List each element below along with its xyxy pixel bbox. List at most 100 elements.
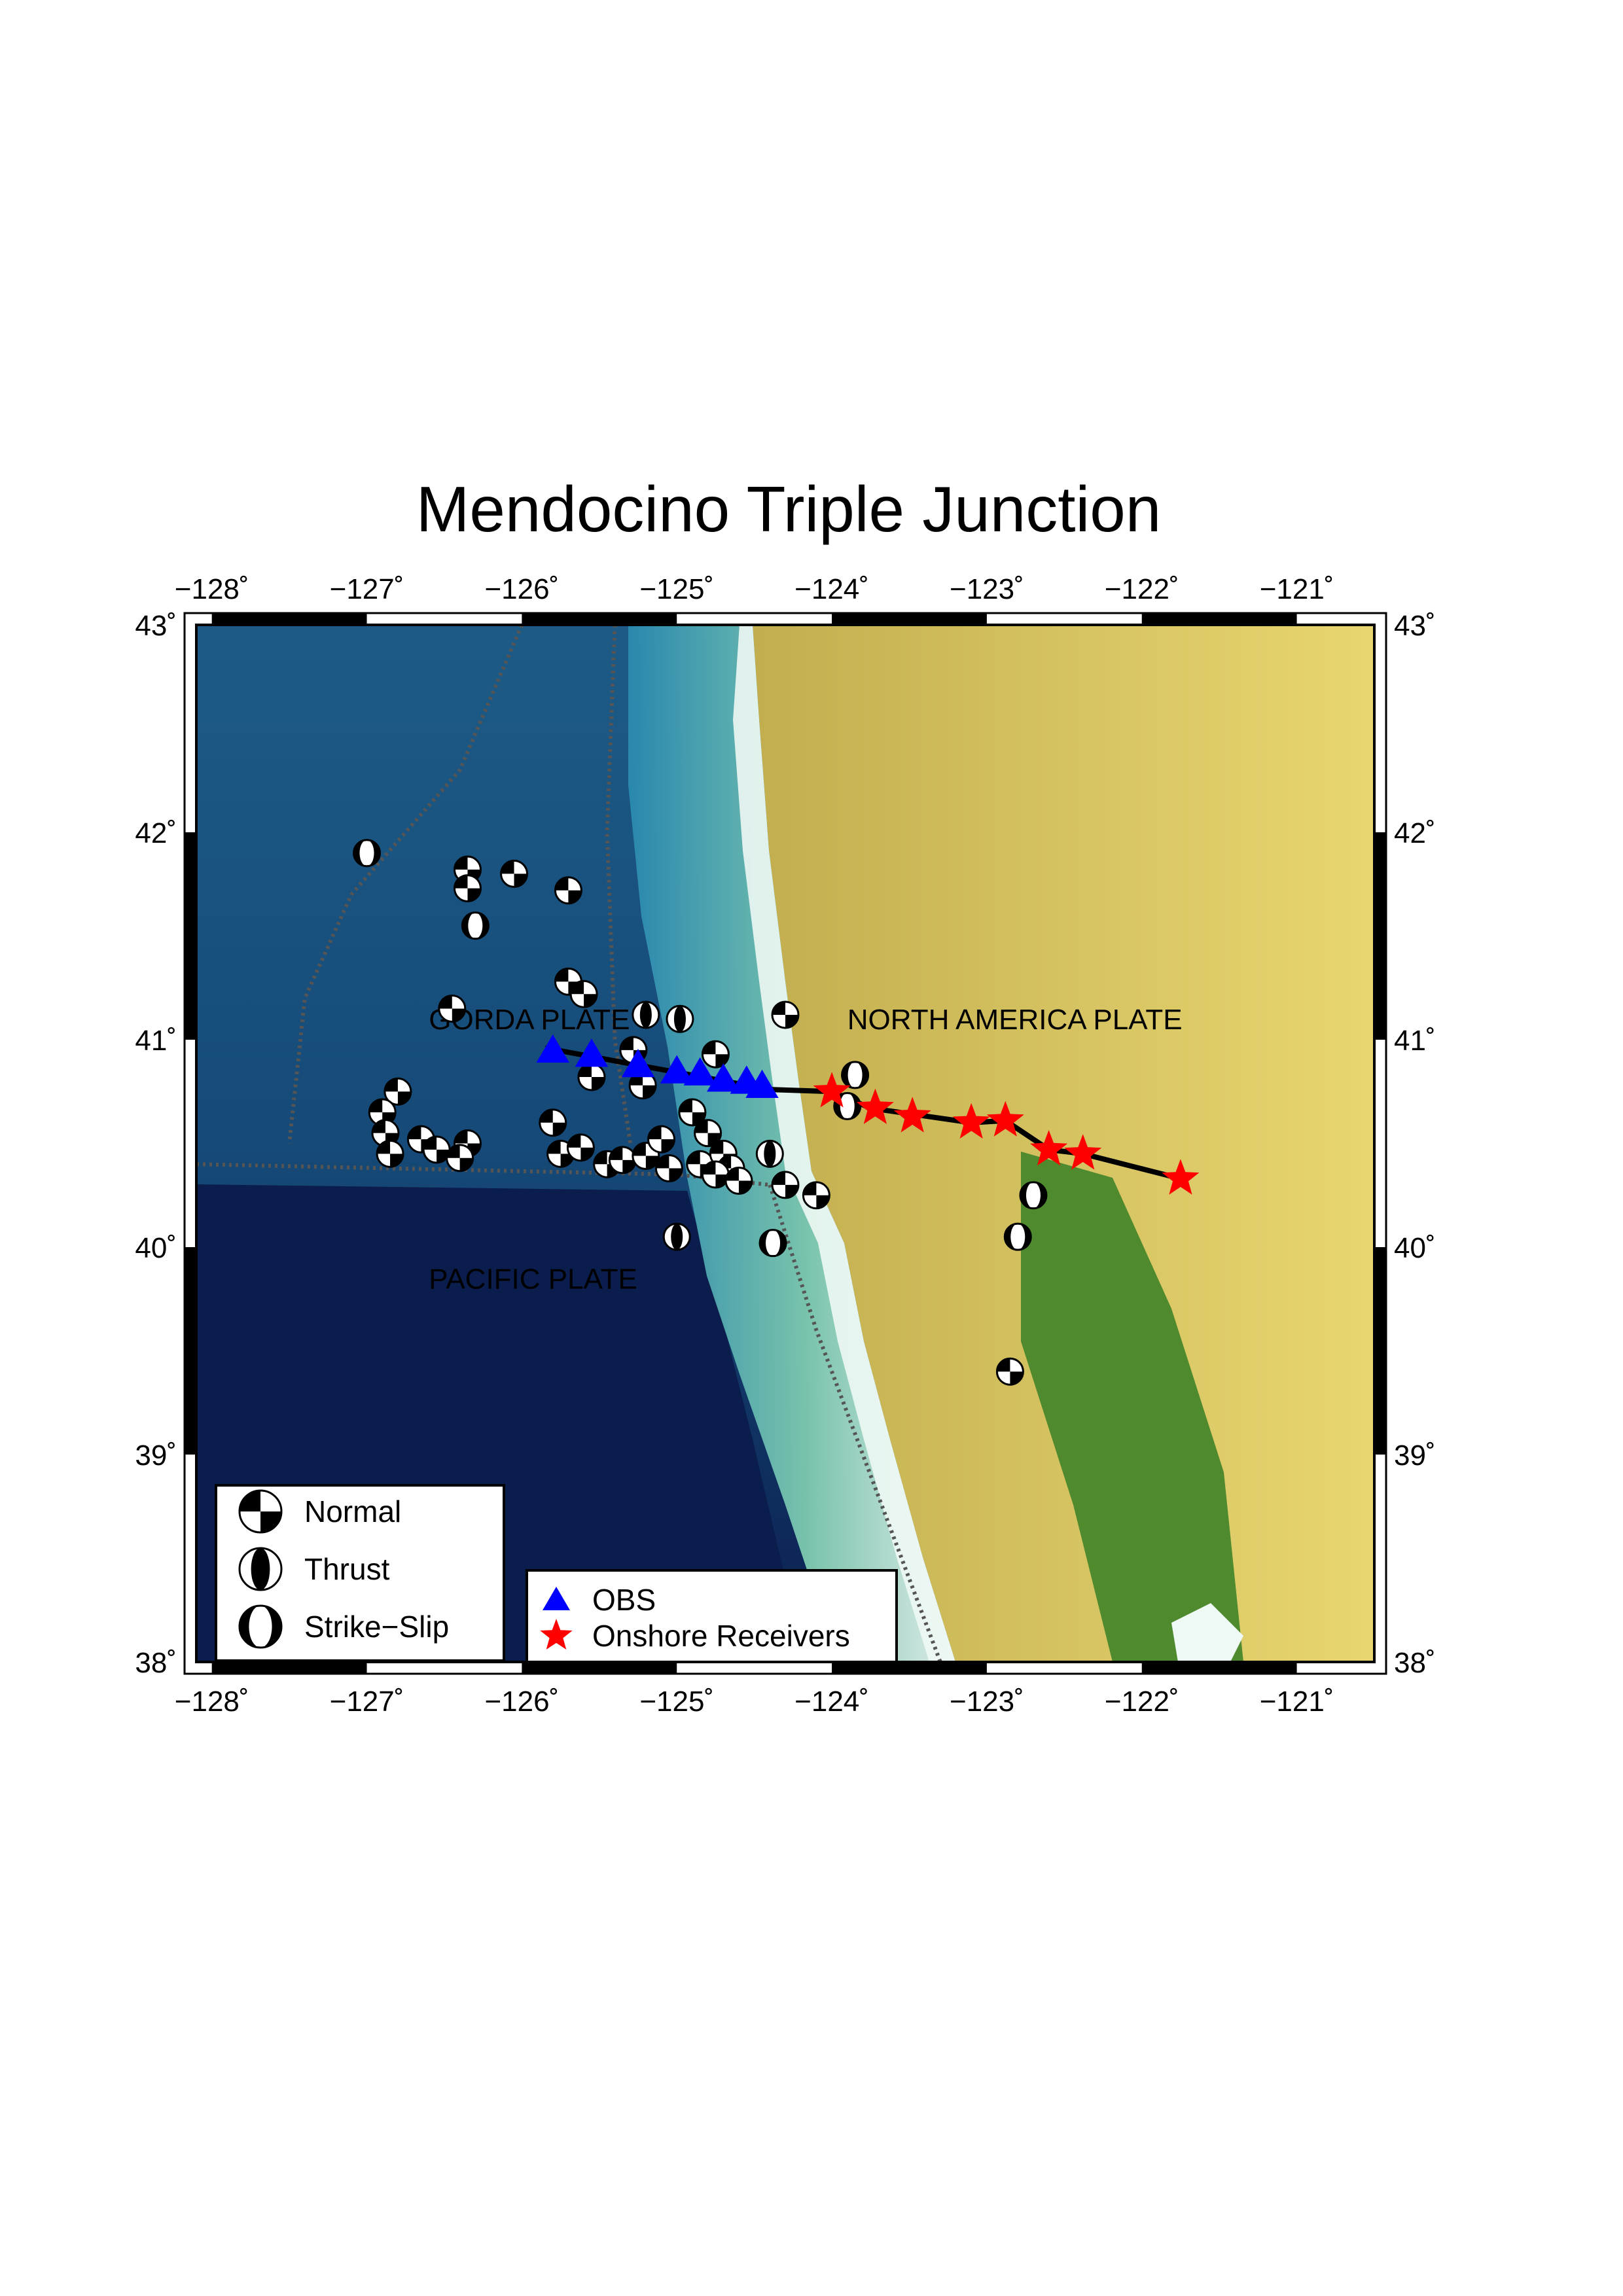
focal-mechanism-strike-slip xyxy=(461,911,490,940)
focal-mechanism-normal xyxy=(422,1135,451,1164)
onshore-star xyxy=(952,1103,990,1139)
obs-triangle xyxy=(543,1587,570,1610)
lat-tick-label: 40˚ xyxy=(1394,1232,1436,1264)
lon-tick-label: −126˚ xyxy=(484,1686,559,1718)
lat-tick-label: 38˚ xyxy=(1394,1647,1436,1679)
onshore-star xyxy=(986,1101,1024,1137)
focal-mechanism-normal xyxy=(566,1133,595,1162)
obs-triangle xyxy=(745,1069,779,1098)
focal-mechanism-strike-slip xyxy=(238,1604,283,1649)
frame-segment xyxy=(1141,613,1297,625)
frame-segment xyxy=(185,832,196,1040)
lon-tick-label: −122˚ xyxy=(1105,573,1179,605)
lon-tick-label: −123˚ xyxy=(950,573,1024,605)
map-title: Mendocino Triple Junction xyxy=(416,473,1162,545)
plate-label: NORTH AMERICA PLATE xyxy=(847,1004,1183,1036)
focal-mechanism-normal xyxy=(724,1167,753,1195)
lon-tick-label: −127˚ xyxy=(330,573,404,605)
focal-mechanism-thrust xyxy=(238,1547,283,1591)
lon-tick-label: −125˚ xyxy=(639,1686,714,1718)
focal-mechanism-normal xyxy=(628,1071,657,1100)
frame-segment xyxy=(185,1247,196,1455)
focal-mechanism-normal xyxy=(678,1098,707,1127)
frame-segment xyxy=(1141,1662,1297,1674)
frame-segment xyxy=(832,1662,987,1674)
lon-tick-label: −126˚ xyxy=(484,573,559,605)
onshore-star xyxy=(893,1097,931,1133)
focal-mechanism-normal xyxy=(608,1146,637,1174)
lat-tick-label: 40˚ xyxy=(135,1232,177,1264)
focal-mechanism-normal xyxy=(446,1144,474,1173)
focal-mechanism-strike-slip xyxy=(758,1229,787,1258)
station-legend-label: OBS xyxy=(592,1583,656,1617)
focal-mechanism-normal xyxy=(771,1000,800,1029)
focal-mechanism-normal xyxy=(654,1154,683,1183)
frame-segment xyxy=(211,613,367,625)
coastline xyxy=(733,625,955,1662)
mechanism-legend-label: Strike−Slip xyxy=(304,1610,449,1644)
lat-tick-label: 42˚ xyxy=(1394,817,1436,849)
obs-triangle xyxy=(575,1038,609,1067)
focal-mechanisms xyxy=(353,839,1048,1386)
onshore-star xyxy=(1030,1130,1068,1166)
lon-tick-label: −128˚ xyxy=(175,1686,249,1718)
lon-tick-label: −123˚ xyxy=(950,1686,1024,1718)
central-valley xyxy=(1021,1152,1243,1662)
frame-segment xyxy=(522,1662,677,1674)
focal-mechanism-normal xyxy=(438,994,467,1023)
focal-mechanism-normal xyxy=(577,1063,606,1091)
bay xyxy=(1171,1603,1243,1662)
mechanism-legend: Normal Thrust Strike−Slip xyxy=(215,1484,505,1662)
focal-mechanism-normal xyxy=(701,1160,730,1189)
frame-segment xyxy=(211,1662,367,1674)
focal-mechanism-normal xyxy=(701,1040,730,1069)
frame-segment xyxy=(1374,832,1386,1040)
focal-mechanism-thrust xyxy=(662,1222,691,1251)
obs-triangle xyxy=(707,1063,740,1092)
station-legend-label: Onshore Receivers xyxy=(592,1619,850,1653)
obs-triangle xyxy=(536,1034,569,1063)
focal-mechanism-normal xyxy=(539,1108,567,1137)
focal-mechanism-strike-slip xyxy=(1003,1222,1032,1251)
lon-tick-label: −121˚ xyxy=(1260,1686,1334,1718)
lon-tick-label: −128˚ xyxy=(175,573,249,605)
focal-mechanism-normal xyxy=(771,1171,800,1199)
lon-tick-label: −122˚ xyxy=(1105,1686,1179,1718)
lat-tick-label: 43˚ xyxy=(135,610,177,642)
focal-mechanism-strike-slip xyxy=(353,839,382,868)
lat-tick-label: 39˚ xyxy=(135,1439,177,1472)
stations xyxy=(536,1034,1200,1195)
onshore-star xyxy=(856,1088,894,1124)
frame-segment xyxy=(1374,1247,1386,1455)
mechanism-legend-label: Thrust xyxy=(304,1552,390,1586)
lon-tick-label: −127˚ xyxy=(330,1686,404,1718)
onshore-star xyxy=(813,1072,851,1108)
focal-mechanism-normal xyxy=(376,1139,404,1168)
outer-border xyxy=(183,612,1387,1675)
focal-mechanism-strike-slip xyxy=(841,1061,870,1089)
lon-tick-label: −124˚ xyxy=(794,1686,869,1718)
focal-mechanism-normal xyxy=(995,1357,1024,1386)
lat-tick-label: 42˚ xyxy=(135,817,177,849)
onshore-star xyxy=(540,1619,573,1650)
lat-tick-label: 39˚ xyxy=(1394,1439,1436,1472)
mechanism-legend-label: Normal xyxy=(304,1494,401,1528)
station-legend-box xyxy=(526,1569,898,1663)
lat-tick-label: 38˚ xyxy=(135,1647,177,1679)
lon-tick-label: −121˚ xyxy=(1260,573,1334,605)
obs-triangle xyxy=(621,1049,655,1078)
onshore-star xyxy=(1162,1159,1200,1195)
frame-segment xyxy=(522,613,677,625)
focal-mechanism-thrust xyxy=(632,1000,660,1029)
frame-segment xyxy=(832,613,987,625)
focal-mechanism-normal xyxy=(453,874,482,903)
lat-tick-label: 41˚ xyxy=(135,1025,177,1057)
focal-mechanism-normal xyxy=(238,1489,283,1534)
obs-triangle xyxy=(660,1055,694,1084)
lat-tick-label: 43˚ xyxy=(1394,610,1436,642)
axis-tick-labels: −128˚ −128˚ −127˚ −127˚ −126˚ −126˚ −125˚ −125˚… xyxy=(135,573,1435,1718)
lon-tick-label: −124˚ xyxy=(794,573,869,605)
focal-mechanism-normal xyxy=(500,859,529,888)
